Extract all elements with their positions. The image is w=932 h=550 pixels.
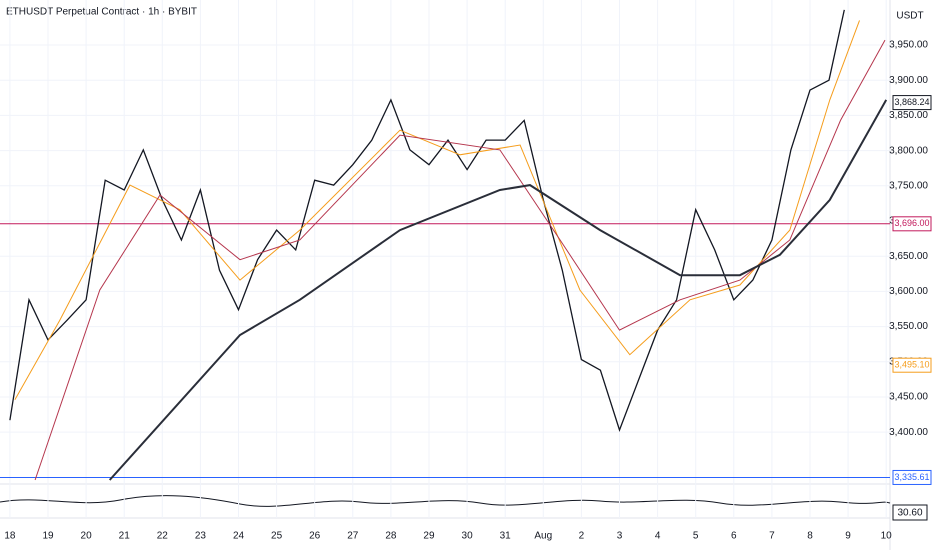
indicator-value: 30.60 [897,508,922,519]
x-tick-label: 5 [693,531,699,542]
price-label: 3,335.61 [894,472,929,482]
currency-label: USDT [896,11,923,22]
y-tick-label: 3,950.00 [889,40,928,51]
x-tick-label: 24 [233,531,245,542]
y-tick-label: 3,750.00 [889,180,928,191]
x-tick-label: 18 [4,531,16,542]
y-tick-label: 3,900.00 [889,75,928,86]
x-tick-label: 30 [462,531,474,542]
x-tick-label: 20 [81,531,93,542]
y-tick-label: 3,850.00 [889,110,928,121]
x-tick-label: 23 [195,531,207,542]
y-tick-label: 3,400.00 [889,427,928,438]
indicator-line [0,495,891,507]
y-tick-label: 3,800.00 [889,145,928,156]
x-tick-label: 9 [845,531,851,542]
x-tick-label: 6 [731,531,737,542]
x-tick-label: 3 [617,531,623,542]
price-line [108,99,888,481]
x-tick-label: 7 [769,531,775,542]
x-tick-label: 28 [385,531,397,542]
y-tick-label: 3,600.00 [889,286,928,297]
price-line [34,39,886,481]
x-tick-label: 2 [579,531,585,542]
price-label-box [892,216,932,232]
x-tick-label: 26 [309,531,321,542]
x-tick-label: 10 [881,531,893,542]
price-label: 3,696.00 [894,218,929,228]
price-label-box [892,469,932,485]
x-tick-label: 4 [655,531,661,542]
y-tick-label: 3,650.00 [889,251,928,262]
price-label: 3,868.24 [894,97,929,107]
y-tick-label: 3,550.00 [889,321,928,332]
price-line [14,20,860,401]
chart-title: ETHUSDT Perpetual Contract · 1h · BYBIT [6,7,197,18]
x-tick-label: 27 [347,531,359,542]
x-tick-label: 29 [423,531,435,542]
x-tick-label: 19 [42,531,54,542]
x-tick-label: Aug [534,531,552,542]
x-tick-label: 8 [807,531,813,542]
x-tick-label: 25 [271,531,283,542]
x-tick-label: 21 [119,531,131,542]
x-tick-label: 22 [157,531,169,542]
indicator-box [892,504,928,521]
x-tick-label: 31 [500,531,512,542]
y-tick-label: 3,450.00 [889,392,928,403]
price-line [9,9,845,432]
price-label-box [892,357,932,373]
price-label-box [892,95,932,111]
price-label: 3,495.10 [894,360,929,370]
